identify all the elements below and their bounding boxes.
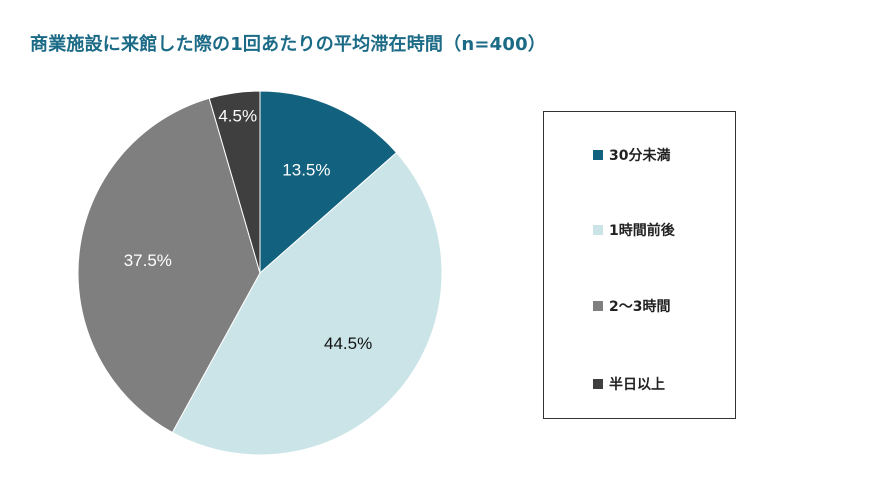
data-label-about-1hour: 44.5%	[324, 334, 372, 353]
legend: 30分未満 1時間前後 2〜3時間 半日以上	[543, 111, 736, 419]
legend-label: 30分未満	[609, 148, 671, 164]
slice-2-3hours	[77, 97, 261, 434]
slice-half-day	[208, 90, 261, 274]
legend-swatch	[593, 150, 603, 160]
legend-item-half-day: 半日以上	[593, 374, 665, 394]
legend-swatch	[593, 379, 603, 389]
legend-label: 1時間前後	[609, 223, 675, 239]
legend-label: 半日以上	[609, 377, 665, 393]
legend-swatch	[593, 225, 603, 235]
legend-item-under-30min: 30分未満	[593, 145, 670, 165]
data-label-2-3hours: 37.5%	[124, 251, 172, 270]
slice-under-30min	[259, 90, 398, 275]
slice-about-1hour	[171, 151, 443, 456]
legend-label: 2〜3時間	[609, 299, 671, 315]
legend-item-2-3hours: 2〜3時間	[593, 296, 670, 316]
legend-item-about-1hour: 1時間前後	[593, 220, 675, 240]
data-label-under-30min: 13.5%	[282, 161, 330, 180]
legend-swatch	[593, 301, 603, 311]
data-label-half-day: 4.5%	[218, 107, 257, 126]
chart-title: 商業施設に来館した際の1回あたりの平均滞在時間（n=400）	[30, 34, 546, 55]
